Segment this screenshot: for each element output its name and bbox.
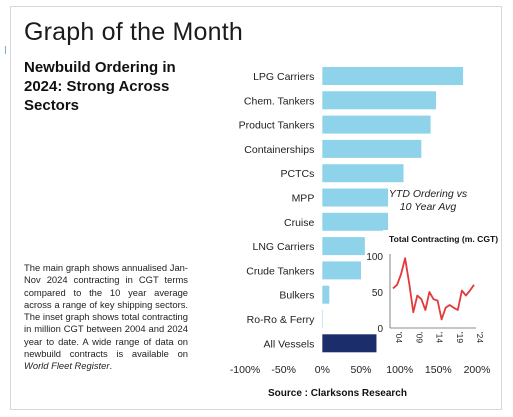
category-label: PCTCs	[280, 168, 314, 180]
x-tick-label: 0%	[315, 364, 330, 376]
bar-containerships	[322, 139, 422, 158]
x-tick-label: 200%	[464, 364, 491, 376]
category-label: Bulkers	[279, 290, 314, 302]
x-tick-label: -100%	[230, 364, 260, 376]
bar-all-vessels	[322, 334, 377, 353]
description-end: .	[109, 360, 113, 372]
bar-mpp	[322, 188, 389, 207]
bar-product-tankers	[322, 115, 431, 134]
x-tick-label: 50%	[350, 364, 371, 376]
description-body: The main graph shows annualised Jan-Nov …	[24, 262, 188, 360]
x-tick-label: -50%	[271, 364, 296, 376]
category-label: Containerships	[244, 144, 314, 156]
inset-x-tick: '19	[455, 332, 465, 343]
inset-y-tick: 0	[377, 324, 383, 335]
category-label: Product Tankers	[239, 120, 315, 132]
accent-mark	[5, 46, 6, 54]
inset-series-line	[392, 257, 475, 321]
category-label: LNG Carriers	[252, 241, 314, 253]
bar-lpg-carriers	[322, 67, 464, 85]
chart-subtitle: Newbuild Ordering in 2024: Strong Across…	[24, 59, 176, 114]
category-label: MPP	[292, 193, 315, 205]
category-label: Crude Tankers	[246, 265, 314, 277]
bar-crude-tankers	[322, 261, 361, 280]
inset-x-tick: '14	[435, 332, 445, 343]
bar-chem-tankers	[322, 91, 437, 110]
bar-bulkers	[322, 285, 330, 304]
inset-x-tick: '24	[475, 332, 485, 343]
main-bar-chart: LPG Carriers Chem. Tankers Product Tankers…	[230, 67, 491, 376]
world-fleet-register-link[interactable]: World Fleet Register	[24, 360, 110, 372]
chart-annotation: YTD Ordering vs 10 Year Avg	[389, 188, 468, 213]
inset-background	[383, 230, 483, 348]
inset-line-chart: Total Contracting (m. CGT) 0 50 100 '04 '09 '1…	[366, 230, 498, 348]
inset-title: Total Contracting (m. CGT)	[389, 234, 498, 244]
bar-pctcs	[322, 164, 404, 183]
page-title: Graph of the Month	[24, 18, 244, 46]
x-tick-label: 100%	[386, 364, 413, 376]
inset-y-tick: 100	[366, 252, 383, 263]
description-text: The main graph shows annualised Jan-Nov …	[24, 262, 188, 373]
category-label: Cruise	[284, 217, 315, 229]
category-label: Ro-Ro & Ferry	[247, 314, 315, 326]
bar-cruise	[322, 212, 389, 231]
category-label: All Vessels	[264, 338, 315, 350]
inset-x-tick: '04	[394, 332, 404, 343]
x-tick-label: 150%	[425, 364, 452, 376]
bar-lng-carriers	[322, 237, 365, 256]
inset-x-tick: '09	[414, 332, 424, 343]
category-label: Chem. Tankers	[244, 95, 314, 107]
source-note: Source : Clarksons Research	[268, 388, 407, 399]
category-label: LPG Carriers	[253, 71, 314, 83]
bar-ro-ro-ferry	[322, 310, 323, 328]
card-frame	[10, 6, 502, 410]
inset-y-tick: 50	[372, 288, 384, 299]
